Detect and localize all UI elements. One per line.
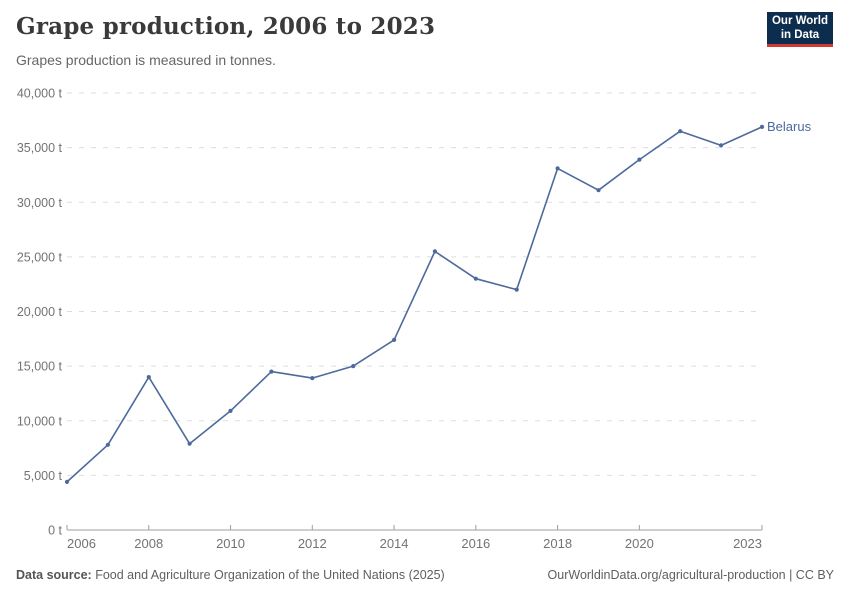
data-point[interactable] (146, 375, 151, 380)
data-point[interactable] (719, 143, 724, 148)
x-axis-tick-label: 2018 (543, 536, 572, 551)
data-point[interactable] (105, 442, 110, 447)
data-point[interactable] (187, 441, 192, 446)
data-source-text: Food and Agriculture Organization of the… (91, 568, 445, 582)
data-point[interactable] (228, 408, 233, 413)
owid-logo-line2: in Data (780, 29, 820, 41)
data-point[interactable] (432, 249, 437, 254)
entity-label[interactable]: Belarus (767, 119, 812, 134)
x-axis: 2006 2008 2010 2012 2014 2016 2018 2020 2023 (66, 525, 763, 551)
data-point[interactable] (514, 287, 519, 292)
data-point[interactable] (678, 129, 683, 134)
y-axis-tick-label: 10,000 t (17, 414, 63, 428)
y-axis-tick-label: 30,000 t (17, 196, 63, 210)
y-axis-tick-label: 0 t (48, 524, 62, 538)
y-axis-tick-label: 20,000 t (17, 305, 63, 319)
x-axis-tick-label: 2023 (733, 536, 762, 551)
owid-logo-line1: Our World (771, 14, 828, 27)
y-axis-tick-label: 5,000 t (24, 469, 63, 483)
data-point[interactable] (269, 369, 274, 374)
data-point[interactable] (392, 337, 397, 342)
data-source-label: Data source: (16, 568, 92, 582)
chart-footer: Data source: Food and Agriculture Organi… (16, 568, 834, 582)
data-source: Data source: Food and Agriculture Organi… (16, 568, 445, 582)
y-axis-tick-label: 35,000 t (17, 141, 63, 155)
y-grid: 0 t 5,000 t 10,000 t 15,000 t 20,000 t 25,000… (17, 87, 762, 538)
data-point[interactable] (64, 479, 70, 484)
data-point[interactable] (596, 188, 601, 193)
owid-logo[interactable]: Our World in Data (767, 12, 833, 47)
x-axis-tick-label: 2012 (298, 536, 327, 551)
data-point[interactable] (473, 276, 478, 281)
data-point[interactable] (637, 157, 642, 162)
data-point[interactable] (351, 364, 356, 369)
chart-subtitle: Grapes production is measured in tonnes. (16, 52, 276, 68)
x-axis-tick-label: 2014 (380, 536, 409, 551)
x-axis-tick-label: 2008 (134, 536, 163, 551)
chart-title: Grape production, 2006 to 2023 (16, 13, 436, 40)
y-axis-tick-label: 25,000 t (17, 250, 63, 264)
x-axis-tick-label: 2010 (216, 536, 245, 551)
x-axis-tick-label: 2020 (625, 536, 654, 551)
owid-url-link[interactable]: OurWorldinData.org/agricultural-producti… (547, 568, 834, 582)
y-axis-tick-label: 15,000 t (17, 360, 63, 374)
x-axis-tick-label: 2006 (67, 536, 96, 551)
series-line[interactable] (66, 126, 763, 483)
data-point[interactable] (759, 124, 765, 129)
data-point[interactable] (555, 166, 560, 171)
data-point[interactable] (310, 376, 315, 381)
y-axis-tick-label: 40,000 t (17, 87, 63, 101)
series-belarus[interactable]: Belarus (64, 119, 812, 484)
x-axis-tick-label: 2016 (461, 536, 490, 551)
